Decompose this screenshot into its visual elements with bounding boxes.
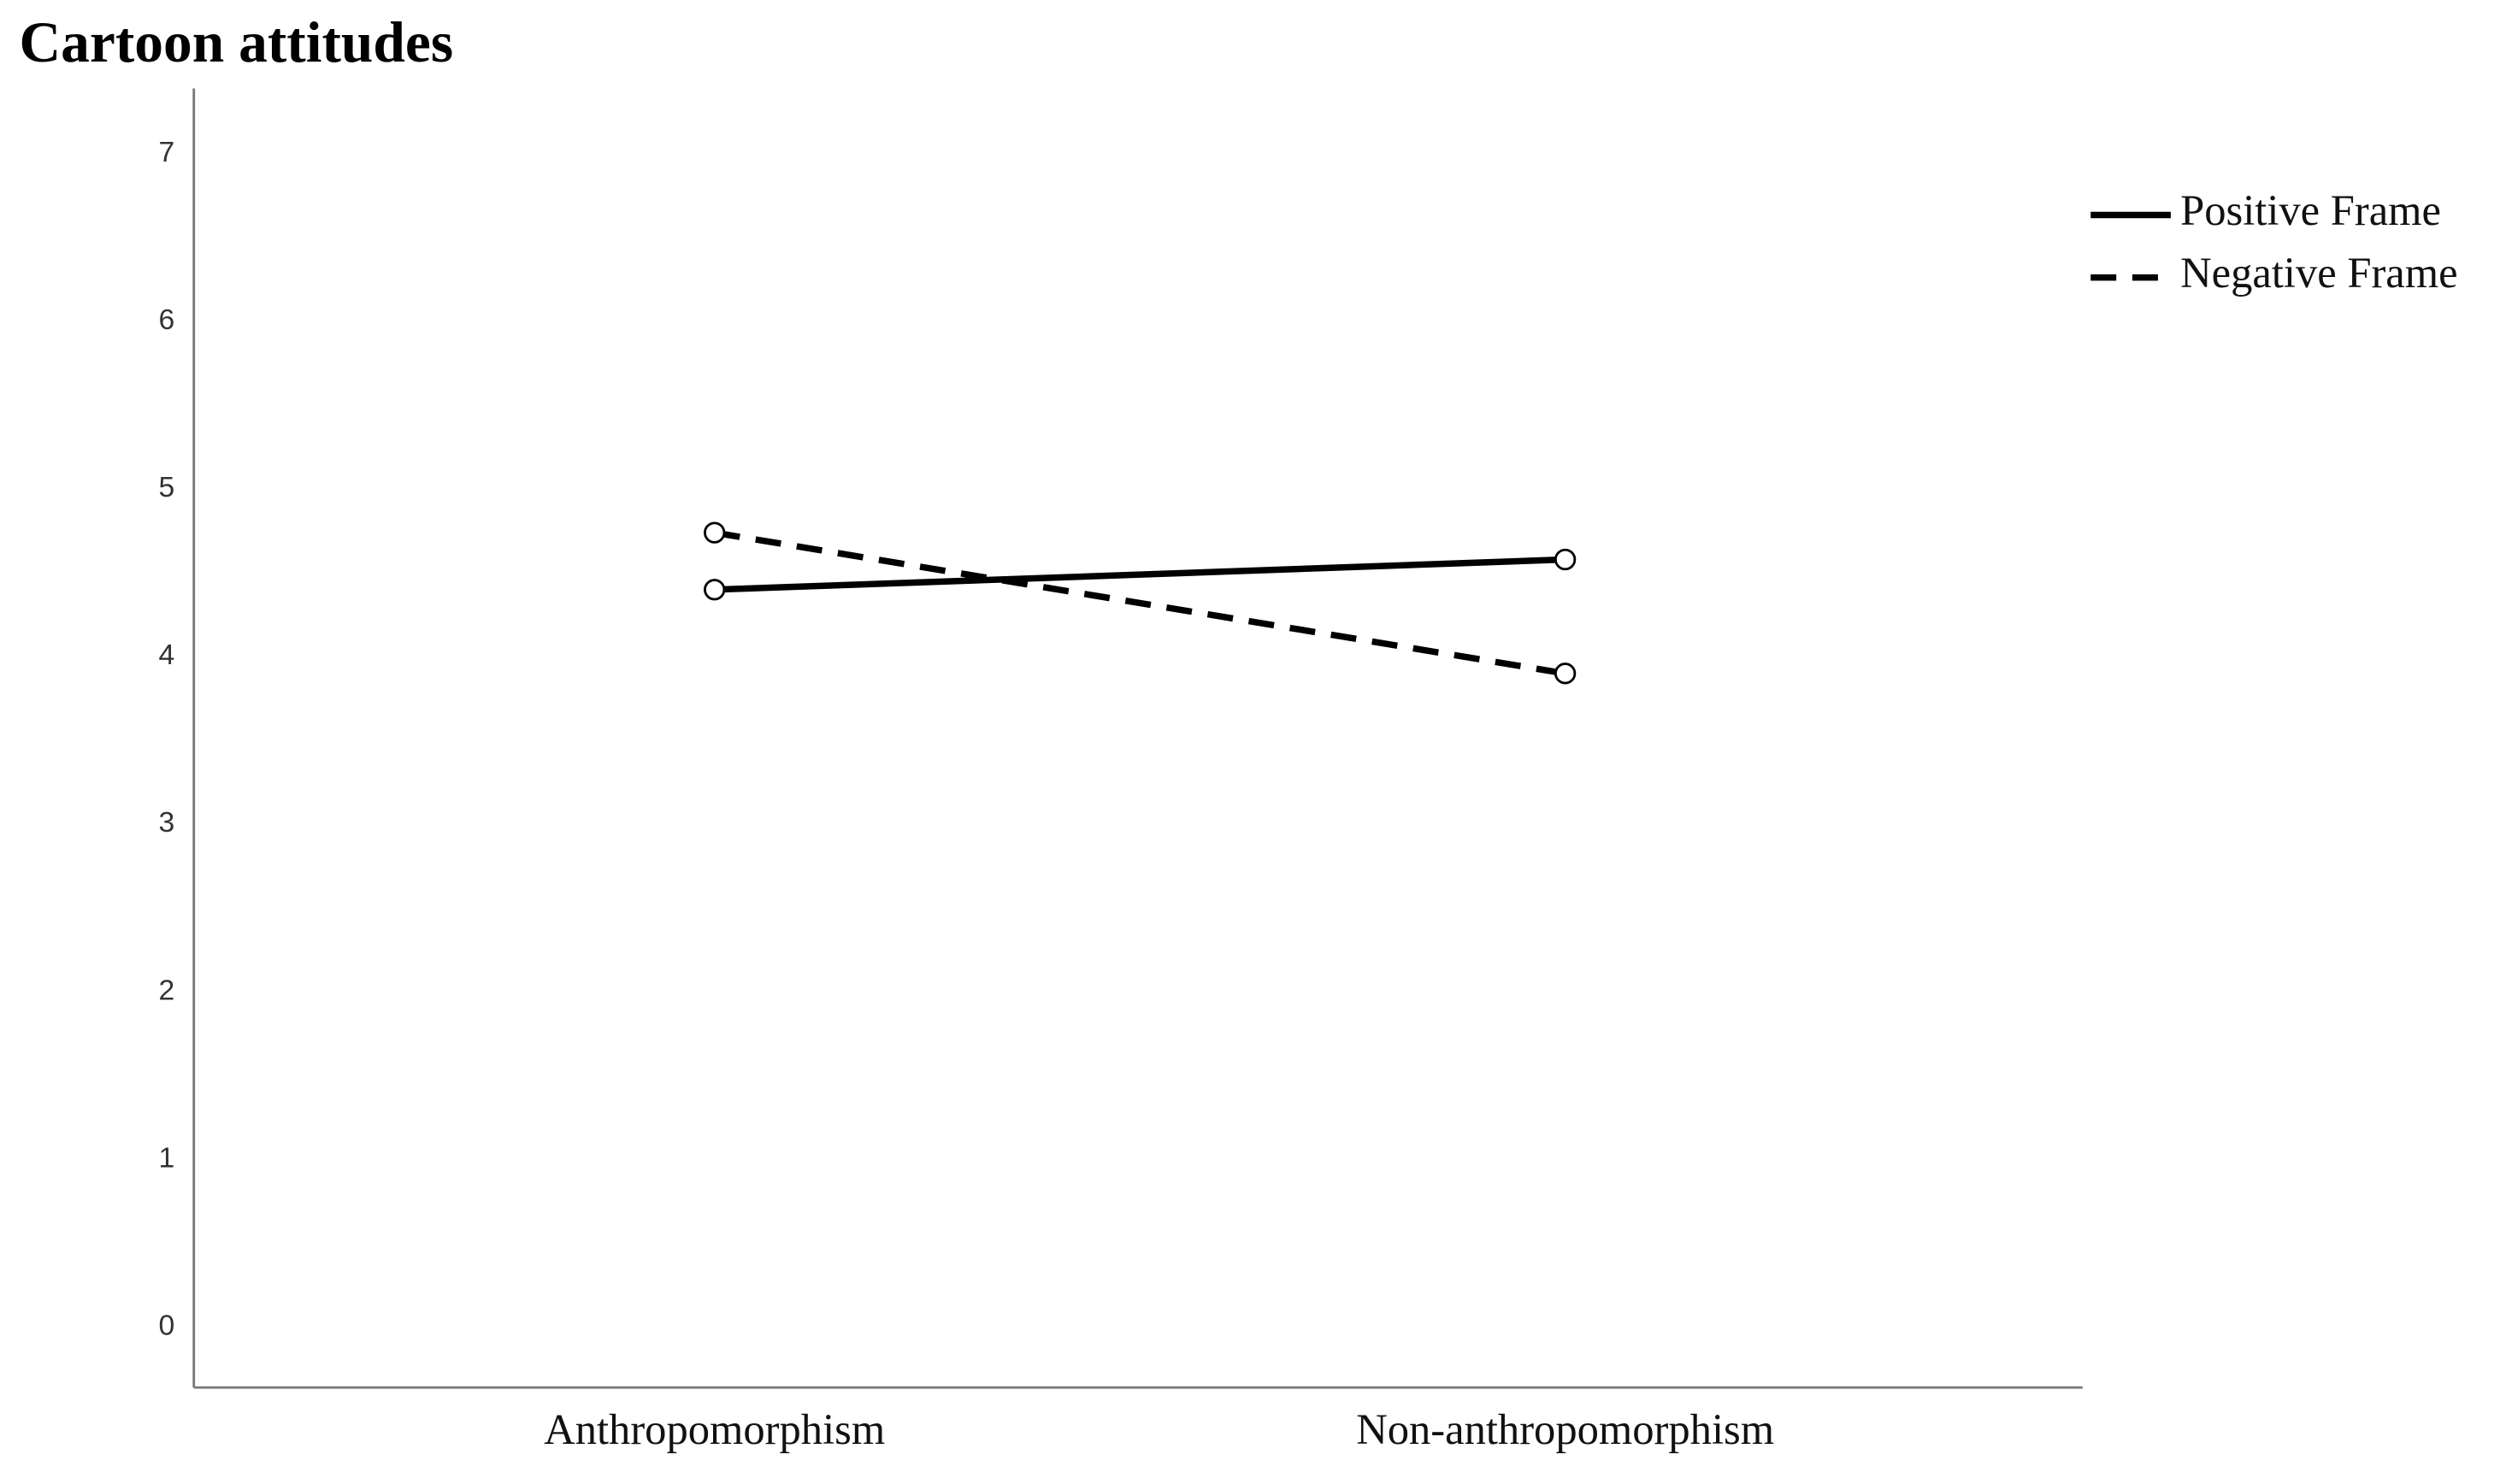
point-marker <box>1554 662 1577 685</box>
y-tick-label: 7 <box>158 136 174 168</box>
y-tick-label: 4 <box>158 639 174 671</box>
y-tick-label: 5 <box>158 471 174 504</box>
point-marker <box>1554 548 1577 571</box>
x-tick-label: Non-anthropomorphism <box>1356 1405 1774 1453</box>
x-tick-label: Anthropomorphism <box>544 1405 885 1453</box>
series-line <box>714 556 1566 593</box>
y-tick-label: 2 <box>158 974 174 1006</box>
point-marker <box>704 521 726 544</box>
point-marker <box>704 579 726 601</box>
y-tick-label: 3 <box>158 806 174 839</box>
y-tick-label: 0 <box>158 1309 174 1341</box>
y-tick-label: 6 <box>158 303 174 336</box>
y-tick-label: 1 <box>158 1141 174 1174</box>
series-line <box>714 529 1566 677</box>
legend-label: Negative Frame <box>2180 249 2457 297</box>
legend-label: Positive Frame <box>2180 186 2441 234</box>
chart-title: Cartoon attitudes <box>19 10 453 74</box>
